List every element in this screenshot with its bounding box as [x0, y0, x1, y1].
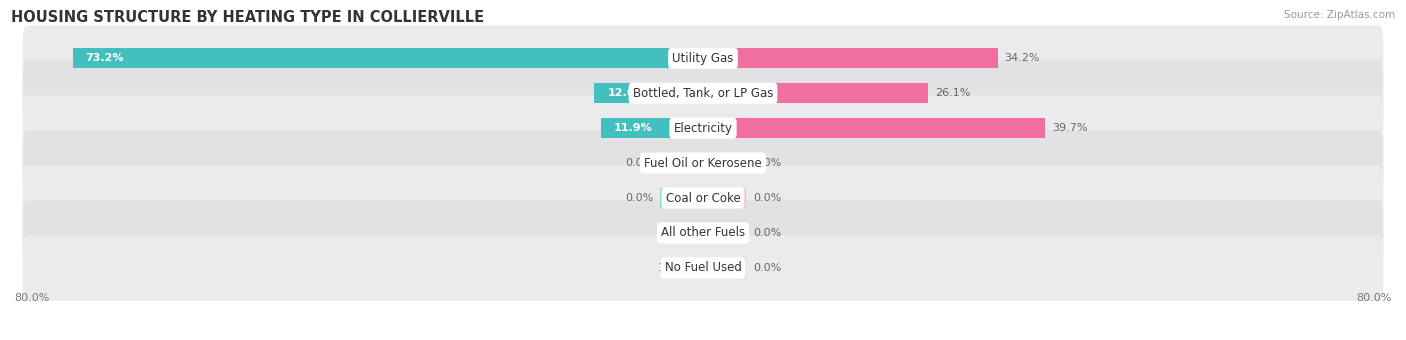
Bar [659, 153, 703, 173]
Text: 73.2%: 73.2% [86, 53, 124, 63]
FancyBboxPatch shape [22, 95, 1384, 161]
Text: 11.9%: 11.9% [613, 123, 652, 133]
Bar [703, 118, 1045, 138]
Text: 1.2%: 1.2% [658, 263, 686, 273]
Text: 0.0%: 0.0% [624, 158, 652, 168]
Bar [693, 223, 703, 243]
Bar [703, 258, 747, 278]
Bar [703, 153, 747, 173]
FancyBboxPatch shape [22, 26, 1384, 91]
Text: 34.2%: 34.2% [1004, 53, 1040, 63]
Text: 80.0%: 80.0% [1357, 293, 1392, 303]
Text: 1.2%: 1.2% [658, 228, 686, 238]
Text: 0.0%: 0.0% [754, 193, 782, 203]
Bar [693, 258, 703, 278]
Bar [703, 48, 997, 68]
Bar [73, 48, 703, 68]
Text: 0.0%: 0.0% [754, 228, 782, 238]
Bar [595, 83, 703, 103]
Bar [703, 83, 928, 103]
Text: 0.0%: 0.0% [624, 193, 652, 203]
Text: No Fuel Used: No Fuel Used [665, 261, 741, 274]
FancyBboxPatch shape [22, 200, 1384, 266]
FancyBboxPatch shape [22, 130, 1384, 196]
FancyBboxPatch shape [22, 61, 1384, 126]
Bar [703, 188, 747, 208]
Legend: Owner-occupied, Renter-occupied: Owner-occupied, Renter-occupied [582, 338, 824, 340]
FancyBboxPatch shape [22, 165, 1384, 231]
Text: HOUSING STRUCTURE BY HEATING TYPE IN COLLIERVILLE: HOUSING STRUCTURE BY HEATING TYPE IN COL… [11, 10, 485, 25]
Bar [703, 223, 747, 243]
FancyBboxPatch shape [22, 235, 1384, 301]
Text: Utility Gas: Utility Gas [672, 52, 734, 65]
Text: All other Fuels: All other Fuels [661, 226, 745, 239]
Text: Coal or Coke: Coal or Coke [665, 191, 741, 205]
Text: 0.0%: 0.0% [754, 158, 782, 168]
Text: 12.6%: 12.6% [607, 88, 647, 98]
Bar [600, 118, 703, 138]
Text: Bottled, Tank, or LP Gas: Bottled, Tank, or LP Gas [633, 87, 773, 100]
Bar [659, 188, 703, 208]
Text: 0.0%: 0.0% [754, 263, 782, 273]
Text: 80.0%: 80.0% [14, 293, 49, 303]
Text: Source: ZipAtlas.com: Source: ZipAtlas.com [1284, 10, 1395, 20]
Text: Fuel Oil or Kerosene: Fuel Oil or Kerosene [644, 157, 762, 170]
Text: Electricity: Electricity [673, 122, 733, 135]
Text: 39.7%: 39.7% [1052, 123, 1087, 133]
Text: 26.1%: 26.1% [935, 88, 970, 98]
